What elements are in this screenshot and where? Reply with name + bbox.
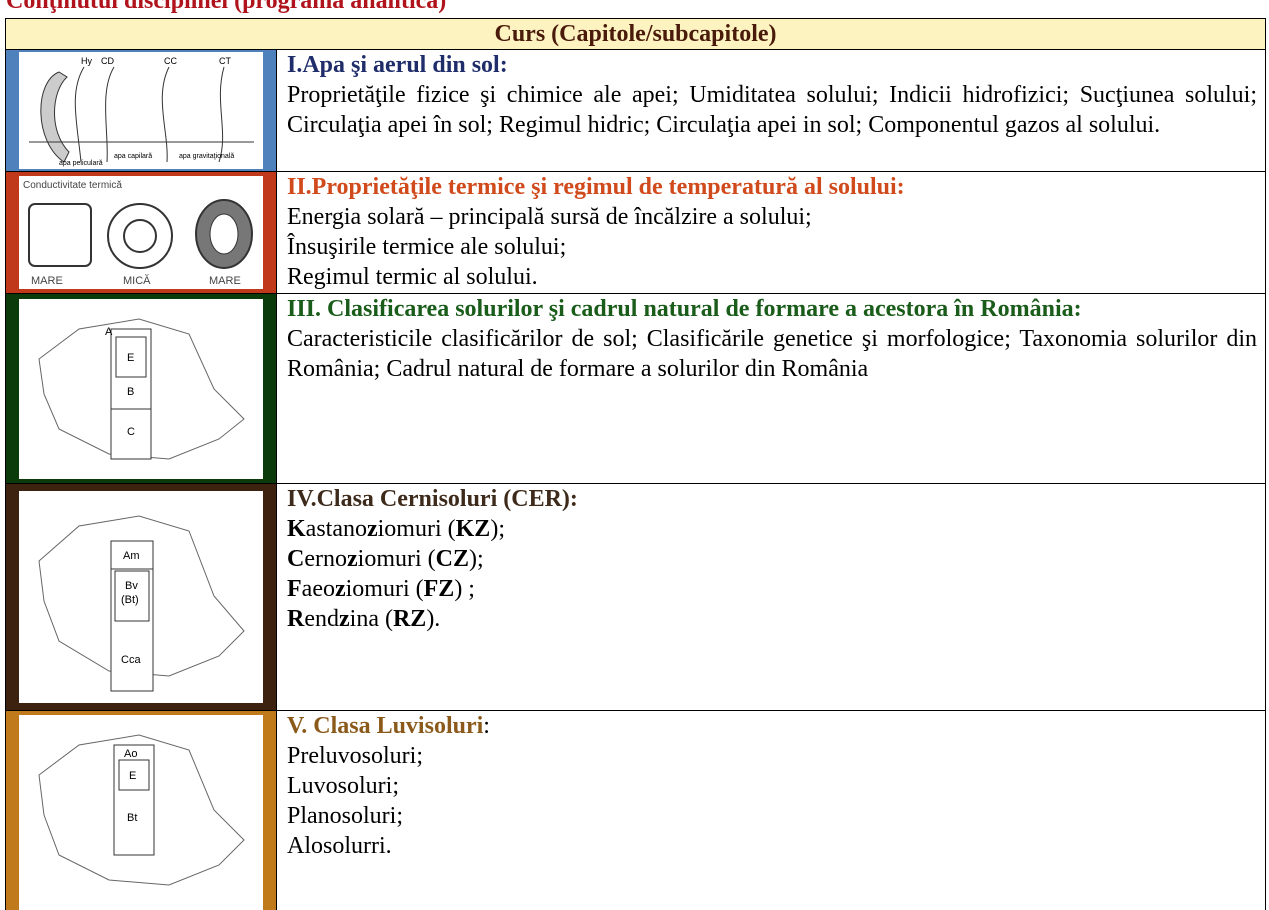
- figure-label: apa peliculară: [59, 160, 103, 167]
- body-line: Rendzina (RZ).: [287, 604, 1257, 634]
- body-line: Energia solară – principală sursă de înc…: [287, 204, 812, 230]
- figure-label: Ao: [124, 748, 137, 760]
- body-line: Însuşirile termice ale solului;: [287, 234, 567, 260]
- text-run: C: [287, 546, 305, 572]
- body-line: Alosolurri.: [287, 833, 392, 859]
- text-run: R: [287, 606, 305, 632]
- body-text: Caracteristicile clasificărilor de sol; …: [287, 326, 1257, 382]
- figure: A E B C: [19, 298, 263, 479]
- text-run: iomuri (: [345, 576, 424, 602]
- figure: Ao E Bt: [19, 715, 263, 910]
- body: Caracteristicile clasificărilor de sol; …: [287, 324, 1257, 384]
- text-run: FZ: [423, 576, 455, 602]
- text-run: ).: [426, 606, 441, 632]
- figure-label: Bv: [125, 580, 138, 592]
- body: Proprietăţile fizice şi chimice ale apei…: [287, 80, 1257, 140]
- figure-label: A: [105, 326, 113, 338]
- figure-cell: A E B C: [6, 294, 277, 483]
- figure-cell: Conductivitate termică MARE MICĂ MARE: [6, 172, 277, 293]
- text-run: z: [334, 576, 346, 602]
- heading: III. Clasificarea solurilor şi cadrul na…: [287, 296, 1082, 322]
- body: Energia solară – principală sursă de înc…: [287, 202, 1257, 292]
- body-line: Preluvosoluri;: [287, 743, 423, 769]
- figure-label: C: [127, 426, 135, 438]
- text-run: z: [339, 606, 350, 632]
- document-title: Conţinutul disciplinei (programa analiti…: [6, 0, 447, 14]
- body-line: Cernoziomuri (CZ);: [287, 544, 1257, 574]
- table-row: A E B C III. Clasificarea solurilor şi c…: [6, 294, 1265, 484]
- text-run: ina (: [349, 606, 393, 632]
- body-line: Kastanoziomuri (KZ);: [287, 514, 1257, 544]
- heading: I.Apa şi aerul din sol:: [287, 52, 508, 78]
- text-run: astano: [305, 516, 367, 542]
- text-cell: IV.Clasa Cernisoluri (CER): Kastanoziomu…: [277, 484, 1265, 710]
- figure-label: Hy: [81, 56, 92, 66]
- body-text: Proprietăţile fizice şi chimice ale apei…: [287, 82, 1257, 138]
- body: Preluvosoluri; Luvosoluri; Planosoluri; Alo…: [287, 741, 1257, 861]
- figure-label: MICĂ: [123, 274, 151, 287]
- figure-label: Am: [123, 550, 140, 562]
- text-cell: III. Clasificarea solurilor şi cadrul na…: [277, 294, 1265, 483]
- text-run: aeo: [301, 576, 335, 602]
- figure-cell: Ao E Bt: [6, 711, 277, 910]
- text-run: F: [287, 576, 302, 602]
- figure-label: apa gravitaţională: [179, 153, 234, 160]
- figure-cell: Hy CD CC CT apa peliculară apa capilară …: [6, 50, 277, 171]
- figure-label: apa capilară: [114, 153, 152, 160]
- figure-label: MARE: [209, 275, 241, 287]
- figure-label: CD: [101, 56, 114, 66]
- heading-line: V. Clasa Luvisoluri:: [287, 711, 1257, 741]
- body: Kastanoziomuri (KZ); Cernoziomuri (CZ); Fa…: [287, 514, 1257, 634]
- figure-label: Conductivitate termică: [23, 180, 122, 191]
- table: Curs (Capitole/subcapitole) Hy CD CC CT …: [5, 18, 1266, 910]
- figure-label: E: [127, 352, 134, 364]
- text-run: iomuri (: [377, 516, 456, 542]
- figure: Conductivitate termică MARE MICĂ MARE: [19, 176, 263, 289]
- text-run: K: [287, 516, 306, 542]
- figure-label: Bt: [127, 812, 137, 824]
- text-run: );: [490, 516, 505, 542]
- text-run: RZ: [392, 606, 427, 632]
- figure: Hy CD CC CT apa peliculară apa capilară …: [19, 52, 263, 169]
- heading: II.Proprietăţile termice şi regimul de t…: [287, 174, 905, 200]
- figure: Am Bv (Bt) Cca: [19, 491, 263, 703]
- text-cell: V. Clasa Luvisoluri: Preluvosoluri; Luvos…: [277, 711, 1265, 861]
- text-run: ) ;: [454, 576, 475, 602]
- table-row: Am Bv (Bt) Cca IV.Clasa Cernisoluri (CER…: [6, 484, 1265, 711]
- text-run: z: [347, 546, 358, 572]
- heading-suffix: :: [483, 713, 490, 739]
- figure-label: CT: [219, 56, 231, 66]
- body-line: Planosoluri;: [287, 803, 404, 829]
- figure-label: CC: [164, 56, 177, 66]
- body-line: Faeoziomuri (FZ) ;: [287, 574, 1257, 604]
- text-cell: II.Proprietăţile termice şi regimul de t…: [277, 172, 1265, 293]
- heading: V. Clasa Luvisoluri: [287, 713, 484, 739]
- text-run: iomuri (: [357, 546, 436, 572]
- figure-label: B: [127, 386, 134, 398]
- heading: IV.Clasa Cernisoluri (CER):: [287, 486, 578, 512]
- body-line: Luvosoluri;: [287, 773, 399, 799]
- table-header: Curs (Capitole/subcapitole): [6, 18, 1265, 50]
- figure-cell: Am Bv (Bt) Cca: [6, 484, 277, 710]
- text-run: z: [366, 516, 378, 542]
- body-line: Regimul termic al solului.: [287, 264, 538, 290]
- text-cell: I.Apa şi aerul din sol: Proprietăţile fi…: [277, 50, 1265, 171]
- table-row: Hy CD CC CT apa peliculară apa capilară …: [6, 50, 1265, 172]
- figure-label: MARE: [31, 275, 63, 287]
- table-row: Ao E Bt V. Clasa Luvisoluri: Preluvosolu…: [6, 711, 1265, 910]
- table-row: Conductivitate termică MARE MICĂ MARE II…: [6, 172, 1265, 294]
- text-run: );: [469, 546, 484, 572]
- text-run: end: [304, 606, 339, 632]
- figure-label: (Bt): [121, 594, 139, 606]
- figure-label: Cca: [121, 654, 141, 666]
- figure-label: E: [129, 770, 136, 782]
- text-run: erno: [304, 546, 347, 572]
- text-run: CZ: [435, 546, 469, 572]
- text-run: KZ: [455, 516, 491, 542]
